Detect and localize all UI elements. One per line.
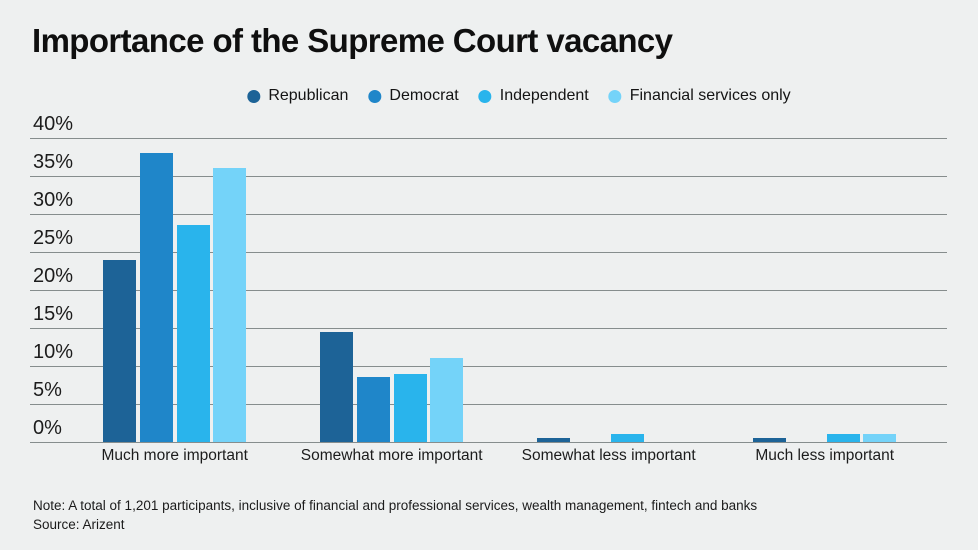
gridline-10pct bbox=[30, 366, 947, 367]
legend-item-financial-services-only: Financial services only bbox=[608, 87, 791, 105]
legend-swatch-icon bbox=[368, 89, 382, 103]
y-axis-tick-label: 40% bbox=[33, 113, 74, 135]
bar-financial-services-only-much-less-important bbox=[863, 434, 897, 442]
page-title: Importance of the Supreme Court vacancy bbox=[32, 22, 673, 59]
legend-item-label: Independent bbox=[499, 87, 589, 104]
y-axis-tick-label: 20% bbox=[33, 265, 74, 287]
bar-independent-somewhat-more-important bbox=[393, 373, 427, 442]
legend-swatch-icon bbox=[608, 89, 622, 103]
bar-republican-somewhat-less-important bbox=[537, 438, 570, 442]
x-axis-category-label: Somewhat less important bbox=[521, 447, 696, 464]
y-axis-tick-label: 5% bbox=[33, 379, 62, 401]
gridline-30pct bbox=[30, 214, 947, 215]
gridline-15pct bbox=[30, 328, 947, 329]
gridline-35pct bbox=[30, 176, 947, 177]
bar-republican-much-more-important bbox=[103, 259, 136, 442]
legend-swatch-icon bbox=[478, 89, 492, 103]
y-axis-tick-label: 25% bbox=[33, 227, 74, 249]
gridline-25pct bbox=[30, 252, 947, 253]
bar-independent-somewhat-less-important bbox=[610, 434, 644, 442]
legend-item-label: Financial services only bbox=[629, 87, 791, 104]
x-axis-category-label: Much more important bbox=[101, 447, 248, 464]
gridline-40pct bbox=[30, 138, 947, 139]
bar-republican-much-less-important bbox=[753, 438, 786, 442]
bar-independent-much-less-important bbox=[826, 434, 860, 442]
x-axis-category-label: Much less important bbox=[755, 447, 895, 464]
legend-item-republican: Republican bbox=[247, 87, 348, 105]
y-axis-tick-label: 10% bbox=[33, 341, 74, 363]
legend-swatch-icon bbox=[247, 89, 261, 103]
legend-item-independent: Independent bbox=[478, 87, 589, 105]
y-axis-tick-label: 15% bbox=[33, 303, 74, 325]
gridline-20pct bbox=[30, 290, 947, 291]
legend-item-label: Republican bbox=[268, 87, 349, 104]
source-credit: Source: Arizent bbox=[33, 517, 125, 532]
bar-republican-somewhat-more-important bbox=[320, 331, 353, 442]
bar-independent-much-more-important bbox=[176, 225, 210, 442]
bar-democrat-much-more-important bbox=[139, 153, 173, 442]
bar-financial-services-only-somewhat-more-important bbox=[430, 358, 464, 442]
y-axis-tick-label: 35% bbox=[33, 151, 74, 173]
bar-democrat-somewhat-more-important bbox=[356, 377, 390, 442]
bar-financial-services-only-much-more-important bbox=[213, 168, 247, 442]
gridline-0pct bbox=[30, 442, 947, 443]
legend-item-label: Democrat bbox=[389, 87, 459, 104]
x-axis-category-label: Somewhat more important bbox=[300, 447, 483, 464]
y-axis-tick-label: 0% bbox=[33, 417, 62, 439]
legend: Republican Democrat Independent Financial s… bbox=[247, 87, 791, 105]
legend-item-democrat: Democrat bbox=[368, 87, 459, 105]
y-axis-tick-label: 30% bbox=[33, 189, 74, 211]
footnote: Note: A total of 1,201 participants, inc… bbox=[33, 498, 758, 513]
gridline-5pct bbox=[30, 404, 947, 405]
